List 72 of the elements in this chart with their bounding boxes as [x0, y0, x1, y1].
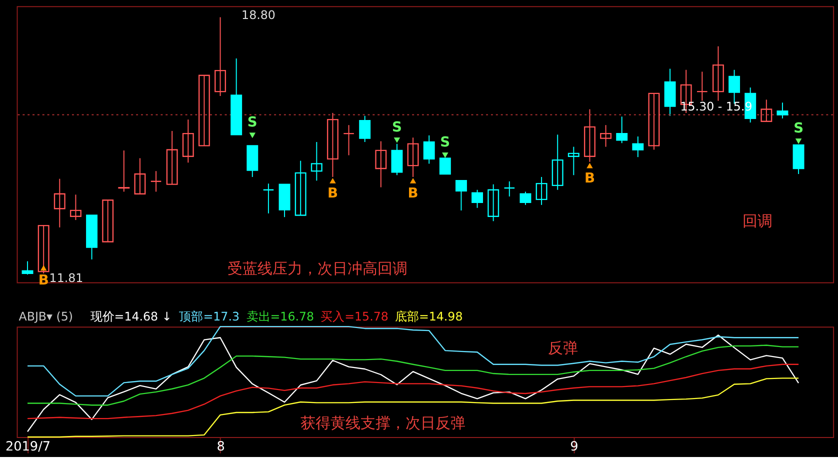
annotation: 反弹	[548, 340, 578, 358]
text: 现价=14.68 ↓	[90, 310, 172, 324]
text: 卖出=16.78	[246, 310, 314, 324]
data-label: S	[247, 114, 258, 130]
candlestick	[70, 194, 82, 221]
point	[442, 152, 448, 158]
data-label: B	[408, 185, 418, 202]
candlestick	[294, 160, 306, 216]
candlestick	[792, 144, 804, 175]
candlestick	[391, 143, 403, 176]
data-label: B	[584, 170, 595, 186]
point	[394, 137, 400, 143]
candlestick	[118, 150, 130, 192]
candlestick	[439, 158, 451, 175]
candlestick	[455, 180, 467, 211]
candlestick	[262, 183, 274, 214]
candlestick	[568, 146, 580, 176]
candlestick	[632, 136, 644, 158]
candlestick	[375, 140, 387, 188]
candlestick	[102, 200, 114, 242]
candlestick	[504, 180, 516, 197]
candlestick	[712, 46, 724, 102]
candlestick	[488, 184, 500, 222]
candlestick	[326, 112, 338, 178]
candlestick	[760, 99, 772, 122]
candlestick	[166, 130, 178, 185]
candlestick	[536, 176, 548, 206]
candlestick	[616, 116, 628, 144]
x-tick-label: 9	[570, 439, 578, 454]
chart-title: ABJB▾ (5)	[18, 310, 73, 324]
candlestick	[134, 158, 146, 194]
text: 底部=14.98	[394, 310, 463, 324]
annotation: 18.80	[242, 8, 276, 22]
point	[40, 265, 47, 271]
data-label: B	[38, 272, 49, 289]
data-label: S	[440, 134, 450, 150]
candlestick	[310, 142, 322, 182]
text: 买入=15.78	[320, 310, 388, 324]
candlestick	[472, 189, 484, 208]
data-label: B	[327, 185, 338, 202]
annotation: 回调	[742, 213, 772, 230]
point	[410, 178, 416, 184]
candlestick	[648, 92, 660, 150]
candlestick	[600, 124, 612, 148]
candlestick	[584, 108, 596, 162]
point	[795, 138, 802, 144]
series-label: 顶部=17.3	[179, 310, 240, 324]
annotation: 11.81	[49, 271, 84, 286]
annotation: 受蓝线压力，次日冲高回调	[228, 260, 408, 278]
x-tick-label: 2019/7	[6, 439, 51, 454]
point	[330, 178, 336, 184]
candlestick	[520, 191, 532, 206]
candlestick	[22, 260, 34, 275]
candlestick	[150, 170, 162, 192]
candlestick	[423, 134, 435, 164]
candlestick	[552, 134, 564, 190]
candlestick	[776, 102, 788, 119]
candlestick	[54, 178, 66, 228]
x-tick-label: 8	[216, 439, 225, 454]
annotation: 获得黄线支撑，次日反弹	[300, 415, 466, 432]
candlestick	[182, 119, 194, 164]
candlestick	[343, 124, 355, 156]
candlestick	[359, 115, 371, 142]
point	[249, 132, 256, 138]
data-label: S	[794, 120, 804, 136]
data-label: S	[392, 119, 402, 136]
candlestick	[38, 224, 50, 274]
candlestick	[214, 16, 226, 96]
point	[586, 162, 593, 168]
candlestick	[407, 137, 419, 178]
candlestick	[198, 74, 210, 146]
candlestick	[696, 71, 708, 102]
